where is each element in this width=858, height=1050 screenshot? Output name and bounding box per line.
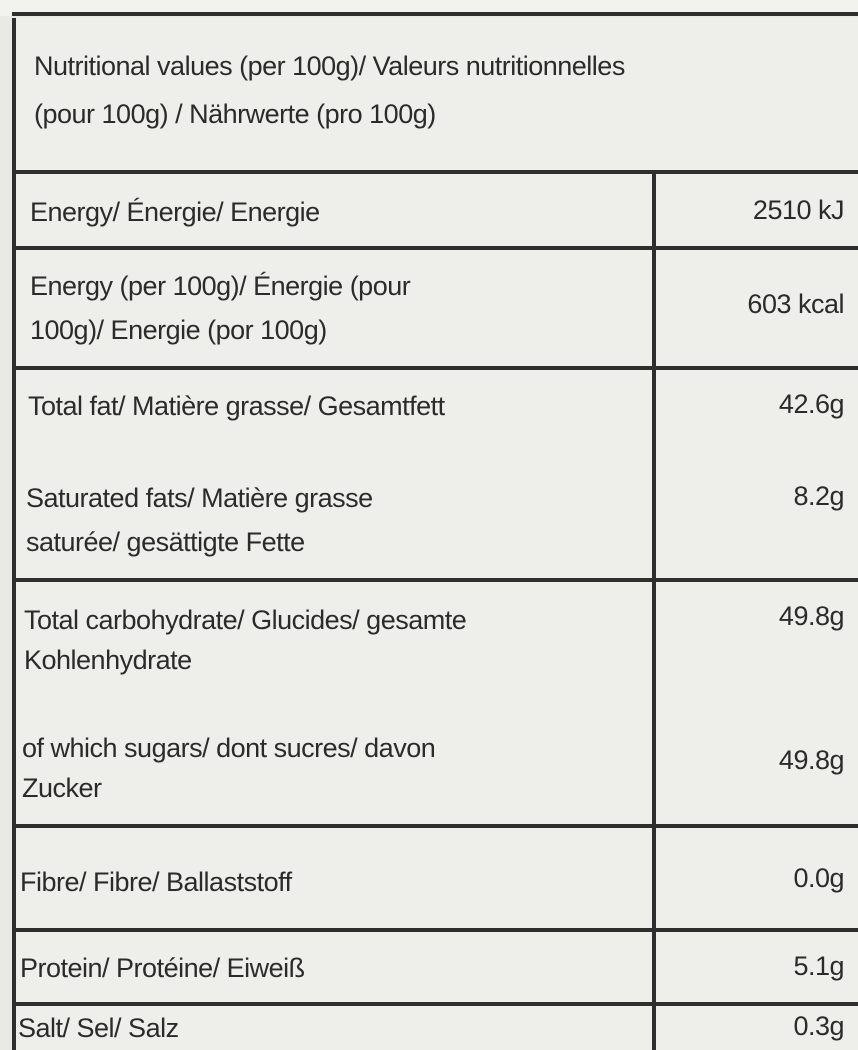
row-label-fibre: Fibre/ Fibre/ Ballaststoff [20, 867, 292, 897]
row-value-total-fat: 42.6g [778, 389, 845, 419]
row-label-saturated-2: saturée/ gesättigte Fette [26, 527, 305, 557]
row-value-carbohydrate: 49.8g [778, 601, 845, 631]
row-value-energy-kcal: 603 kcal [747, 289, 844, 319]
row-value-saturated: 8.2g [793, 481, 844, 511]
divider-top [12, 12, 858, 16]
divider [12, 246, 858, 250]
divider [12, 578, 858, 582]
divider [12, 170, 858, 174]
header-line-1: Nutritional values (per 100g)/ Valeurs n… [34, 51, 625, 81]
header-line-2: (pour 100g) / Nährwerte (pro 100g) [34, 99, 436, 129]
row-label-carbohydrate-1: Total carbohydrate/ Glucides/ gesamte [24, 605, 467, 635]
row-label-protein: Protein/ Protéine/ Eiweiß [20, 953, 305, 983]
row-label-energy-kcal-1: Energy (per 100g)/ Énergie (pour [30, 271, 411, 301]
row-label-saturated-1: Saturated fats/ Matière grasse [26, 483, 373, 513]
divider [12, 1002, 858, 1006]
row-value-sugars: 49.8g [778, 745, 845, 775]
row-value-salt: 0.3g [793, 1011, 844, 1041]
row-label-energy-kj: Energy/ Énergie/ Energie [30, 197, 320, 227]
row-value-fibre: 0.0g [793, 863, 844, 893]
divider [12, 824, 858, 828]
nutrition-label [12, 18, 858, 1050]
row-label-total-fat: Total fat/ Matière grasse/ Gesamtfett [28, 391, 445, 421]
row-label-carbohydrate-2: Kohlenhydrate [24, 645, 192, 675]
row-value-energy-kj: 2510 kJ [752, 195, 845, 225]
row-label-sugars-1: of which sugars/ dont sucres/ davon [22, 733, 436, 763]
divider [12, 928, 858, 932]
divider [12, 366, 858, 370]
row-value-protein: 5.1g [793, 951, 844, 981]
row-label-energy-kcal-2: 100g)/ Energie (por 100g) [30, 315, 327, 345]
row-label-salt: Salt/ Sel/ Salz [18, 1013, 179, 1043]
row-label-sugars-2: Zucker [22, 773, 102, 803]
column-divider [652, 172, 656, 1050]
